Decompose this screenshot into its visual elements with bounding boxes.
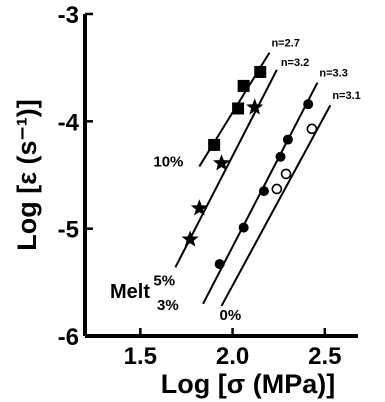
star-marker: [190, 199, 208, 216]
series-label: 0%: [220, 307, 242, 324]
y-tick-label: -3: [58, 2, 79, 29]
stress-exponent-label: n=3.3: [319, 68, 347, 80]
series-label: 5%: [153, 272, 175, 289]
filled-circle-marker: [258, 186, 269, 197]
filled-circle-marker: [282, 134, 293, 145]
star-marker: [181, 230, 199, 247]
stress-exponent-label: n=3.2: [281, 57, 309, 69]
open-circle-marker: [280, 168, 292, 180]
x-tick-label: 1.5: [124, 343, 157, 370]
filled-circle-marker: [214, 259, 225, 270]
fit-line-4: [220, 104, 332, 307]
square-marker: [254, 65, 267, 78]
filled-circle-marker: [303, 99, 314, 110]
filled-circle-marker: [238, 222, 249, 233]
square-marker: [208, 138, 221, 151]
filled-circle-marker: [275, 151, 286, 162]
stress-exponent-label: n=3.1: [332, 90, 360, 102]
y-tick-label: -5: [58, 217, 79, 244]
square-marker: [237, 79, 250, 92]
series-label: 3%: [157, 297, 179, 314]
y-tick-label: -4: [58, 109, 80, 136]
x-axis-title: Log [σ (MPa)]: [161, 369, 335, 399]
series-label: 10%: [153, 153, 183, 170]
open-circle-marker: [306, 123, 318, 135]
melt-annotation: Melt: [110, 281, 150, 303]
x-tick-label: 2.0: [216, 343, 249, 370]
y-axis-title: Log [ε (s⁻¹)]: [12, 99, 42, 251]
stress-exponent-label: n=2.7: [271, 38, 299, 50]
square-marker: [232, 102, 245, 115]
y-tick-label: -6: [58, 324, 79, 351]
x-tick-label: 2.5: [308, 343, 341, 370]
open-circle-marker: [271, 183, 283, 195]
star-marker: [246, 98, 264, 115]
star-marker: [212, 154, 231, 171]
